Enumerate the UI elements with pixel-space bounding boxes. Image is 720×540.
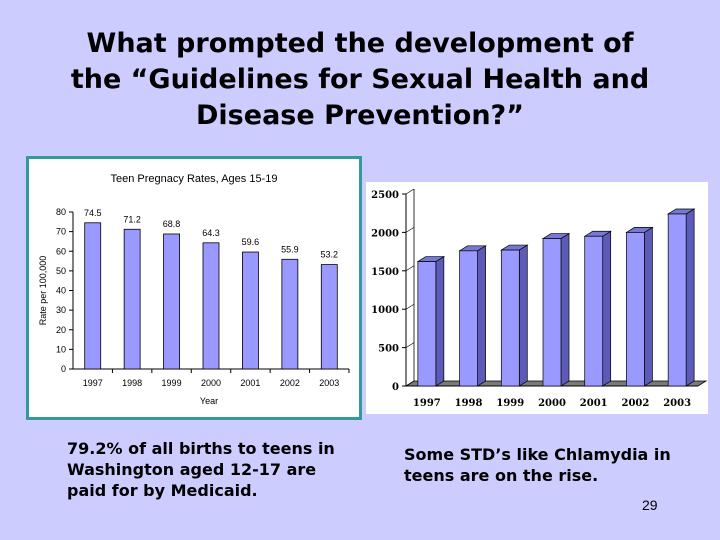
chart1-bar — [320, 264, 338, 370]
chart2-bar-side — [518, 244, 528, 387]
chart2-x-tick-label: 2003 — [663, 398, 691, 409]
title-line-1: What prompted the development of — [86, 28, 634, 59]
chart2-bar-front — [500, 249, 520, 387]
medicaid-caption: 79.2% of all births to teens in Washingt… — [67, 439, 335, 500]
chart1-bar — [84, 222, 102, 370]
chart1-data-label: 71.2 — [123, 214, 141, 224]
std-caption: Some STD’s like Chlamydia in teens are o… — [404, 445, 671, 485]
chart2-y-tick-label: 2000 — [371, 228, 399, 239]
chart1-data-label: 59.6 — [242, 237, 260, 247]
chart2-bar — [541, 232, 571, 387]
chart1-y-tick-label: 60 — [56, 246, 66, 256]
chart2-y-tick-label: 1000 — [371, 305, 399, 316]
chart1-y-tick-label: 40 — [56, 286, 66, 296]
chart1-x-tick-label: 2001 — [240, 378, 260, 388]
chart1-x-tick-label: 1997 — [83, 378, 103, 388]
chart1-y-tick-label: 80 — [56, 207, 66, 217]
chart1-data-label: 68.8 — [163, 219, 181, 229]
chart1-data-label: 64.3 — [202, 228, 220, 238]
chart2-x-tick-label: 2002 — [622, 398, 650, 409]
chart2-bar — [416, 255, 446, 387]
chart2-bar-side — [685, 208, 695, 387]
chart2-bar-side — [644, 226, 653, 387]
chart2-y-tick-label: 2500 — [371, 190, 399, 201]
chart1-y-tick-label: 70 — [56, 227, 66, 237]
chart2-bar-side — [560, 232, 570, 387]
chart2-bar-front — [667, 213, 687, 387]
chart2-y-tick-depth — [405, 342, 415, 348]
chart2-bar-front — [417, 261, 437, 387]
chart1-bar — [123, 228, 141, 370]
chart2-bar-front — [542, 238, 562, 387]
chart2-x-tick-label: 2000 — [538, 398, 566, 409]
chart2-y-tick-depth — [405, 227, 415, 233]
chart1-title: Teen Pregnacy Rates, Ages 15-19 — [111, 173, 278, 185]
chart1-data-label: 74.5 — [84, 208, 102, 218]
chart1-y-axis-label: Rate per 100,000 — [38, 256, 48, 326]
chart1-bar — [281, 258, 299, 370]
std-chart-panel: 0 500 1000 1500 2000 2500 1997 1998 1999 2000 2001… — [366, 182, 708, 414]
chart2-x-tick-label: 1997 — [413, 398, 441, 409]
chart1-data-label: 55.9 — [281, 244, 299, 254]
chart1-y-tick-label: 20 — [56, 325, 66, 335]
page-number: 29 — [642, 497, 658, 513]
chart1-bar — [163, 233, 180, 370]
chart2-x-tick-label: 1998 — [455, 398, 483, 409]
chart2-y-tick-depth — [405, 303, 415, 310]
chart2-y-tick-depth — [405, 188, 415, 195]
chart2-bar-front — [459, 250, 478, 387]
chart2-bar-side — [435, 255, 445, 387]
chart1-y-tick-label: 10 — [56, 344, 66, 354]
teen-pregnancy-chart-panel: Teen Pregnacy Rates, Ages 15-19 0 10 20 30 40… — [26, 156, 362, 420]
std-chart: 0 500 1000 1500 2000 2500 1997 1998 1999 2000 2001… — [371, 188, 708, 409]
chart2-bar-side — [477, 245, 486, 387]
chart1-y-tick-label: 0 — [61, 364, 66, 374]
chart2-y-tick-label: 500 — [378, 344, 399, 355]
title-line-3: Disease Prevention?” — [196, 100, 524, 131]
chart1-data-label: 53.2 — [321, 250, 339, 260]
title-line-2: the “Guidelines for Sexual Health and — [70, 64, 650, 95]
chart1-x-tick-label: 1998 — [122, 378, 142, 388]
chart2-y-tick-label: 1500 — [371, 267, 399, 278]
chart2-x-tick-label: 2001 — [580, 398, 608, 409]
chart1-bar — [202, 242, 220, 370]
chart2-x-tick-label: 1999 — [496, 398, 524, 409]
slide-title: What prompted the development of the “Gu… — [20, 26, 700, 134]
chart2-bar — [583, 230, 612, 387]
chart1-y-tick-label: 50 — [56, 266, 66, 276]
chart2-y-tick-label: 0 — [392, 382, 399, 393]
chart2-y-tick-depth — [405, 380, 415, 387]
chart1-x-tick-label: 1999 — [162, 378, 182, 388]
chart1-y-tick-label: 30 — [56, 305, 66, 315]
chart2-bar — [458, 245, 487, 387]
teen-pregnancy-chart: Teen Pregnacy Rates, Ages 15-19 0 10 20 30 40… — [38, 173, 350, 406]
chart2-bar — [625, 226, 654, 387]
chart1-x-tick-label: 2002 — [280, 378, 300, 388]
chart2-bar-side — [602, 230, 612, 387]
chart2-bar-front — [584, 235, 604, 387]
chart2-y-tick-depth — [405, 265, 415, 272]
chart2-bar — [666, 208, 696, 387]
chart1-x-tick-label: 2003 — [319, 378, 339, 388]
chart2-bar — [500, 244, 529, 387]
chart1-bar — [242, 251, 259, 370]
chart1-x-tick-label: 2000 — [201, 378, 221, 388]
chart2-bar-front — [626, 232, 645, 387]
chart1-x-axis-label: Year — [200, 396, 218, 406]
